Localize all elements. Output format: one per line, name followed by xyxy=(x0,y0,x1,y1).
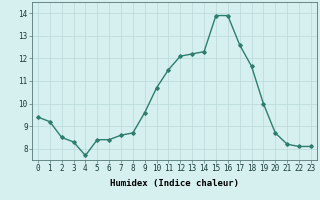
X-axis label: Humidex (Indice chaleur): Humidex (Indice chaleur) xyxy=(110,179,239,188)
